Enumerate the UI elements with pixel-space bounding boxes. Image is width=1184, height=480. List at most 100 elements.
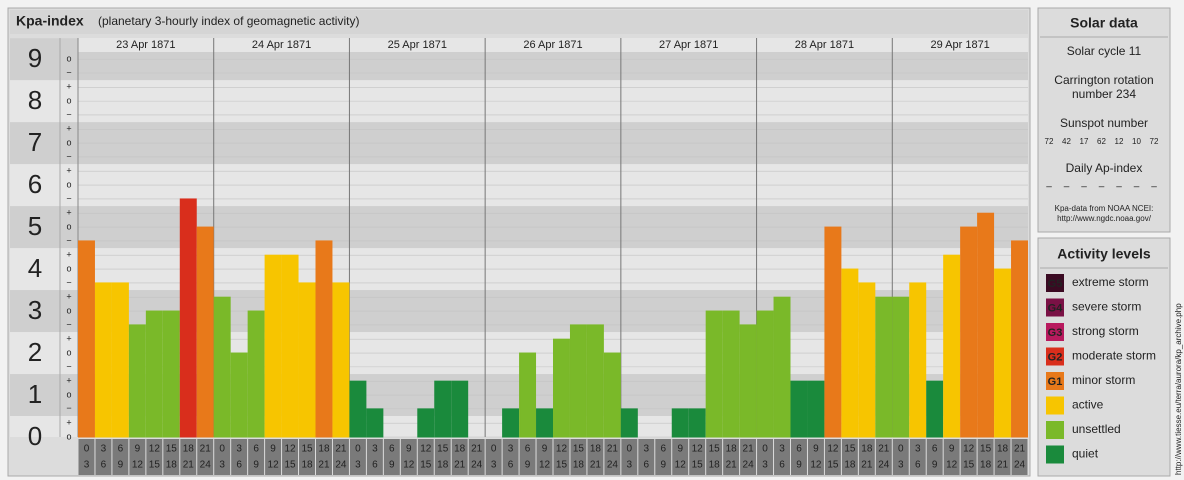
rotation: number 234 [1072,87,1136,101]
hour-cell [740,439,757,475]
x-tick-label: 3 [355,460,361,471]
level-swatch [1046,347,1064,366]
sunspot-number: 42 [1062,137,1071,146]
bar [875,296,893,438]
hour-cell [214,439,231,475]
x-tick-label: 6 [118,444,124,455]
y-tick-label: 8 [28,85,42,115]
x-tick-label: 21 [183,460,195,471]
x-tick-label: 3 [898,460,904,471]
x-tick-label: 3 [644,444,650,455]
x-tick-label: 21 [878,444,890,455]
x-tick-label: 6 [779,460,785,471]
x-tick-label: 9 [932,460,938,471]
bar [960,226,978,438]
x-tick-label: 3 [762,460,768,471]
y-minor-tick-label: − [66,319,71,329]
hour-cell [180,439,197,475]
hour-cell [807,439,824,475]
x-tick-label: 3 [372,444,378,455]
bar [892,296,910,438]
bar [553,338,570,438]
level-badge: G3 [1048,327,1063,339]
hour-cell [943,439,960,475]
bar [111,282,129,438]
y-minor-tick-label: o [66,137,71,147]
level-badge: G1 [1048,376,1063,388]
level-swatch [1046,274,1064,292]
x-tick-label: 18 [183,444,195,455]
x-tick-label: 6 [932,444,938,455]
chart-title: Kpa-index [16,13,84,29]
ap-value: – [1151,182,1157,193]
x-tick-label: 15 [437,444,449,455]
x-tick-label: 12 [675,460,687,471]
day-label: 25 Apr 1871 [388,39,447,51]
x-tick-label: 0 [898,444,904,455]
x-tick-label: 24 [200,460,212,471]
day-label: 24 Apr 1871 [252,39,311,51]
y-minor-tick-label: o [66,263,71,273]
sunspot-number: 72 [1045,137,1054,146]
hour-cell [248,439,265,475]
x-tick-label: 6 [508,460,514,471]
x-tick-label: 18 [166,460,178,471]
level-label: moderate storm [1072,349,1156,363]
rotation: Carrington rotation [1054,73,1153,87]
x-tick-label: 3 [491,460,497,471]
x-tick-label: 6 [253,444,259,455]
level-label: quiet [1072,447,1099,461]
levels-title: Activity levels [1057,246,1151,262]
x-tick-label: 15 [844,444,856,455]
y-minor-tick-label: − [66,277,71,287]
hour-cell [112,439,129,475]
x-tick-label: 15 [963,460,975,471]
bar [994,268,1012,438]
x-tick-label: 21 [454,460,466,471]
x-tick-label: 0 [762,444,768,455]
bar [603,352,621,438]
y-minor-tick-label: − [66,235,71,245]
hour-cell [231,439,248,475]
x-tick-label: 15 [301,444,313,455]
solar-cycle: Solar cycle 11 [1067,44,1142,58]
bar [264,254,282,438]
bar [128,324,146,438]
day-label: 29 Apr 1871 [930,39,989,51]
x-tick-label: 3 [915,444,921,455]
x-tick-label: 15 [556,460,568,471]
hour-cell [757,439,774,475]
hour-cell [926,439,943,475]
ap-value: – [1064,182,1070,193]
x-tick-label: 3 [219,460,225,471]
bar [671,408,689,438]
hour-cell [417,439,434,475]
hour-cell [655,439,672,475]
x-tick-label: 9 [813,444,819,455]
x-tick-label: 21 [335,444,347,455]
level-swatch [1046,421,1064,439]
x-tick-label: 24 [878,460,890,471]
ap-title: Daily Ap-index [1066,161,1143,175]
x-tick-label: 21 [726,460,738,471]
x-tick-label: 24 [743,460,755,471]
x-tick-label: 0 [219,444,225,455]
y-minor-tick-label: − [66,403,71,413]
hour-cell [197,439,214,475]
x-tick-label: 21 [318,460,330,471]
hour-cell [349,439,366,475]
x-tick-label: 12 [149,444,161,455]
x-tick-label: 21 [471,444,483,455]
level-swatch [1046,323,1064,341]
bar [926,380,944,438]
x-tick-label: 12 [827,444,839,455]
x-tick-label: 3 [627,460,633,471]
x-tick-label: 12 [403,460,415,471]
y-tick-label: 9 [28,43,42,73]
hour-cell [994,439,1011,475]
y-minor-tick-label: o [66,431,71,441]
y-minor-tick-label: o [66,305,71,315]
hour-cell [824,439,841,475]
y-minor-tick-label: + [66,376,71,386]
